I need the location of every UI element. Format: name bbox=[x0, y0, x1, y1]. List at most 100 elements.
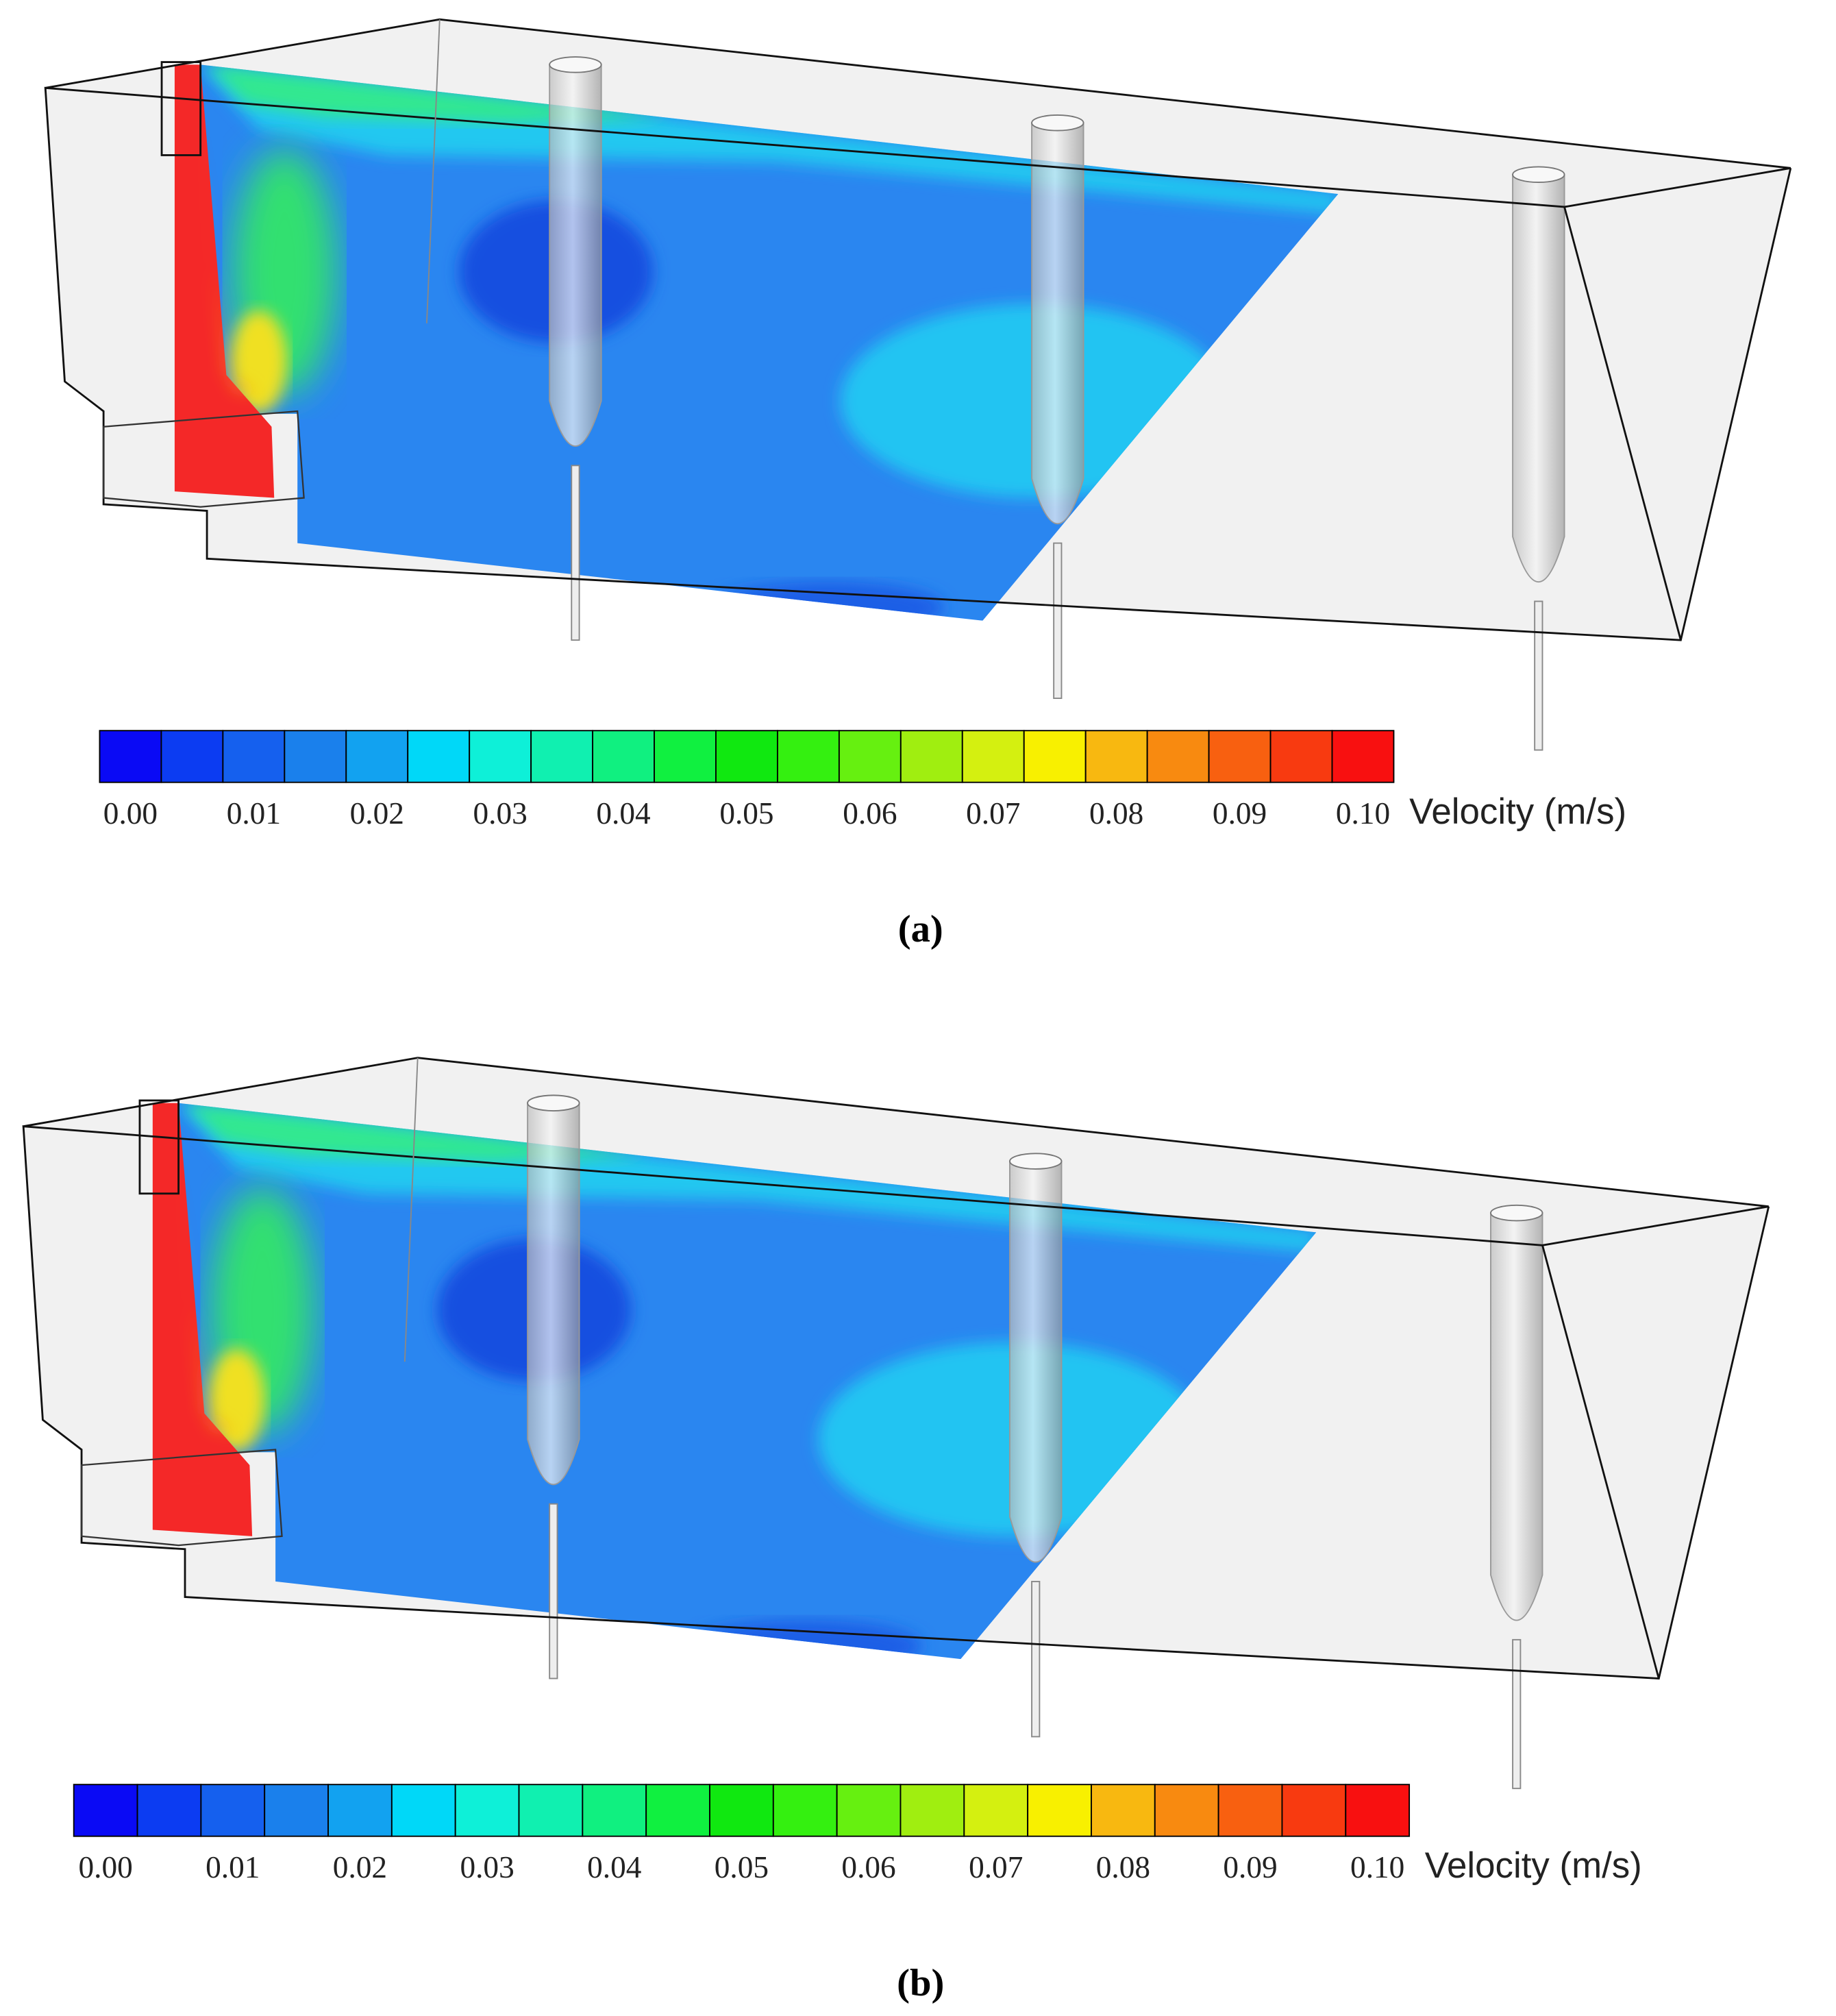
colorbar-tick-label: 0.09 bbox=[1213, 796, 1267, 831]
colorbar-swatch bbox=[1091, 1784, 1156, 1837]
colorbar-tick-label: 0.00 bbox=[103, 796, 158, 831]
colorbar-swatch bbox=[772, 1784, 838, 1837]
colorbar-swatch bbox=[838, 730, 902, 783]
colorbar-swatch bbox=[327, 1784, 393, 1837]
colorbar-swatch bbox=[1331, 730, 1395, 783]
colorbar-swatch bbox=[160, 730, 224, 783]
colorbar-tick-label: 0.03 bbox=[460, 1850, 514, 1884]
box-edge bbox=[1563, 206, 1682, 641]
colorbar-tick-label: 0.08 bbox=[1096, 1850, 1150, 1884]
colorbar-swatch bbox=[200, 1784, 266, 1837]
colorbar-tick-label: 0.00 bbox=[79, 1850, 133, 1884]
rod bbox=[1534, 600, 1543, 751]
colorbar-swatch bbox=[407, 730, 471, 783]
colorbar-swatch bbox=[776, 730, 840, 783]
colorbar-swatch bbox=[1217, 1784, 1283, 1837]
colorbar-swatch bbox=[454, 1784, 520, 1837]
panel bbox=[22, 1057, 1770, 1789]
colorbar-swatch bbox=[1146, 730, 1210, 783]
cylinder bbox=[527, 1102, 580, 1486]
colorbar-swatch bbox=[836, 1784, 902, 1837]
colorbar-tick-label: 0.03 bbox=[473, 796, 528, 831]
colorbar-tick-label: 0.10 bbox=[1350, 1850, 1404, 1884]
colorbar-swatch bbox=[654, 730, 717, 783]
colorbar-swatch bbox=[1269, 730, 1333, 783]
colorbar-tick-label: 0.04 bbox=[587, 1850, 641, 1884]
colorbar-tick-label: 0.07 bbox=[969, 1850, 1023, 1884]
colorbar-tick-label: 0.05 bbox=[715, 1850, 769, 1884]
box-edge bbox=[22, 1057, 1770, 1680]
colorbar-swatch bbox=[1027, 1784, 1092, 1837]
colorbar-tick-label: 0.05 bbox=[719, 796, 773, 831]
colorbar-tick-label: 0.01 bbox=[227, 796, 281, 831]
low-zone bbox=[688, 1620, 922, 1660]
colorbar-swatch bbox=[1023, 730, 1087, 783]
colorbar-tick-label: 0.02 bbox=[333, 1850, 387, 1884]
colorbar-swatch bbox=[390, 1784, 456, 1837]
colorbar-swatch bbox=[222, 730, 286, 783]
cylinder-top bbox=[1031, 114, 1084, 132]
rod bbox=[1031, 1580, 1041, 1738]
rod bbox=[1512, 1638, 1522, 1789]
inlet-box bbox=[138, 1099, 179, 1195]
inlet-jet bbox=[152, 1103, 253, 1536]
box-edge bbox=[44, 18, 1792, 641]
outlet-box bbox=[80, 1449, 283, 1547]
colorbar-swatch bbox=[1281, 1784, 1347, 1837]
inlet-box bbox=[160, 61, 202, 156]
colorbar-swatch bbox=[900, 1784, 965, 1837]
colorbar-swatch bbox=[264, 1784, 329, 1837]
cylinder-top bbox=[1009, 1153, 1063, 1170]
cylinder-top bbox=[549, 56, 602, 73]
panel bbox=[44, 18, 1792, 751]
colorbar-swatch bbox=[709, 1784, 774, 1837]
cylinder bbox=[549, 64, 602, 447]
colorbar-swatch bbox=[961, 730, 1025, 783]
colorbar-tick-label: 0.02 bbox=[350, 796, 404, 831]
colorbar-swatch bbox=[284, 730, 347, 783]
colorbar-swatch bbox=[530, 730, 594, 783]
colorbar-swatch bbox=[900, 730, 963, 783]
colorbar-tick-label: 0.09 bbox=[1223, 1850, 1277, 1884]
colorbar-swatch bbox=[592, 730, 655, 783]
box-edge bbox=[1541, 1244, 1660, 1679]
rod bbox=[1053, 542, 1063, 699]
cylinder bbox=[1512, 173, 1565, 582]
colorbar-swatch bbox=[136, 1784, 202, 1837]
colorbar-swatch bbox=[1154, 1784, 1219, 1837]
cylinder bbox=[1009, 1160, 1063, 1563]
colorbar-tick-label: 0.04 bbox=[596, 796, 650, 831]
colorbar-swatch bbox=[1345, 1784, 1411, 1837]
colorbar-swatch bbox=[73, 1784, 138, 1837]
colorbar-tick-label: 0.10 bbox=[1336, 796, 1390, 831]
colorbar-swatch bbox=[1084, 730, 1148, 783]
cylinder-top bbox=[1490, 1204, 1543, 1222]
colorbar-swatch bbox=[469, 730, 532, 783]
colorbar-swatch bbox=[963, 1784, 1029, 1837]
colorbar-swatch bbox=[518, 1784, 584, 1837]
colorbar-swatch bbox=[582, 1784, 647, 1837]
inlet-jet bbox=[174, 64, 275, 498]
outlet-box bbox=[102, 410, 305, 508]
caption: (b) bbox=[897, 1962, 944, 2004]
cylinder-top bbox=[1512, 166, 1565, 184]
colorbar-tick-label: 0.07 bbox=[966, 796, 1020, 831]
colorbar-tick-label: 0.06 bbox=[841, 1850, 895, 1884]
caption: (a) bbox=[898, 908, 943, 950]
colorbar-label: Velocity (m/s) bbox=[1409, 791, 1626, 832]
colorbar-label: Velocity (m/s) bbox=[1425, 1845, 1642, 1886]
cylinder-top bbox=[527, 1094, 580, 1111]
colorbar-swatch bbox=[345, 730, 409, 783]
colorbar-tick-label: 0.06 bbox=[843, 796, 897, 831]
colorbar-tick-label: 0.01 bbox=[206, 1850, 260, 1884]
colorbar-swatch bbox=[715, 730, 778, 783]
low-zone bbox=[711, 582, 944, 621]
box-edge bbox=[404, 1057, 419, 1362]
rod bbox=[549, 1503, 558, 1680]
colorbar-tick-label: 0.08 bbox=[1089, 796, 1143, 831]
colorbar-swatch bbox=[99, 730, 162, 783]
rod bbox=[571, 465, 580, 641]
cylinder bbox=[1031, 122, 1084, 524]
box-edge bbox=[425, 19, 441, 323]
